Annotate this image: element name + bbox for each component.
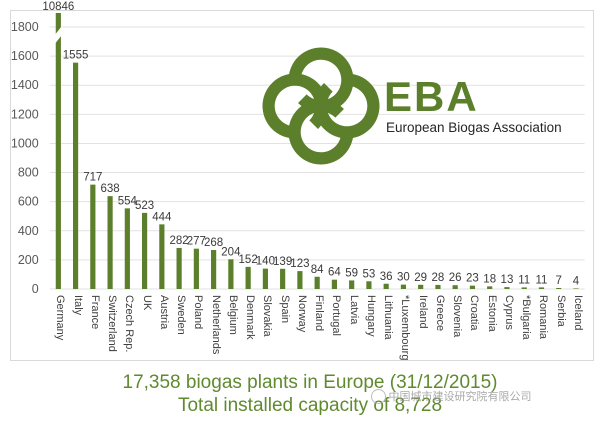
svg-text:0: 0 [32,282,39,296]
svg-text:1800: 1800 [11,20,39,34]
svg-text:23: 23 [466,273,479,285]
svg-text:53: 53 [363,268,376,280]
svg-text:4: 4 [573,275,580,287]
svg-text:13: 13 [501,274,514,286]
svg-text:600: 600 [18,195,39,209]
svg-text:59: 59 [345,267,358,279]
svg-text:1200: 1200 [11,107,39,121]
svg-text:29: 29 [414,272,427,284]
svg-text:444: 444 [152,211,172,223]
svg-text:26: 26 [449,272,462,284]
svg-text:10846: 10846 [42,1,74,13]
svg-text:1600: 1600 [11,49,39,63]
svg-text:523: 523 [135,200,154,212]
svg-text:1555: 1555 [63,50,89,62]
svg-text:36: 36 [380,271,393,283]
svg-text:7: 7 [556,275,562,287]
svg-text:11: 11 [535,274,547,286]
svg-text:1400: 1400 [11,78,39,92]
svg-text:84: 84 [311,264,324,276]
svg-text:11: 11 [518,274,530,286]
svg-text:717: 717 [83,172,102,184]
svg-text:123: 123 [290,258,309,270]
svg-text:800: 800 [18,166,39,180]
svg-text:638: 638 [100,183,119,195]
svg-text:1000: 1000 [11,136,39,150]
svg-text:28: 28 [432,272,445,284]
svg-text:400: 400 [18,224,39,238]
svg-text:64: 64 [328,267,341,279]
svg-text:200: 200 [18,253,39,267]
svg-text:30: 30 [397,272,410,284]
svg-text:18: 18 [483,273,496,285]
